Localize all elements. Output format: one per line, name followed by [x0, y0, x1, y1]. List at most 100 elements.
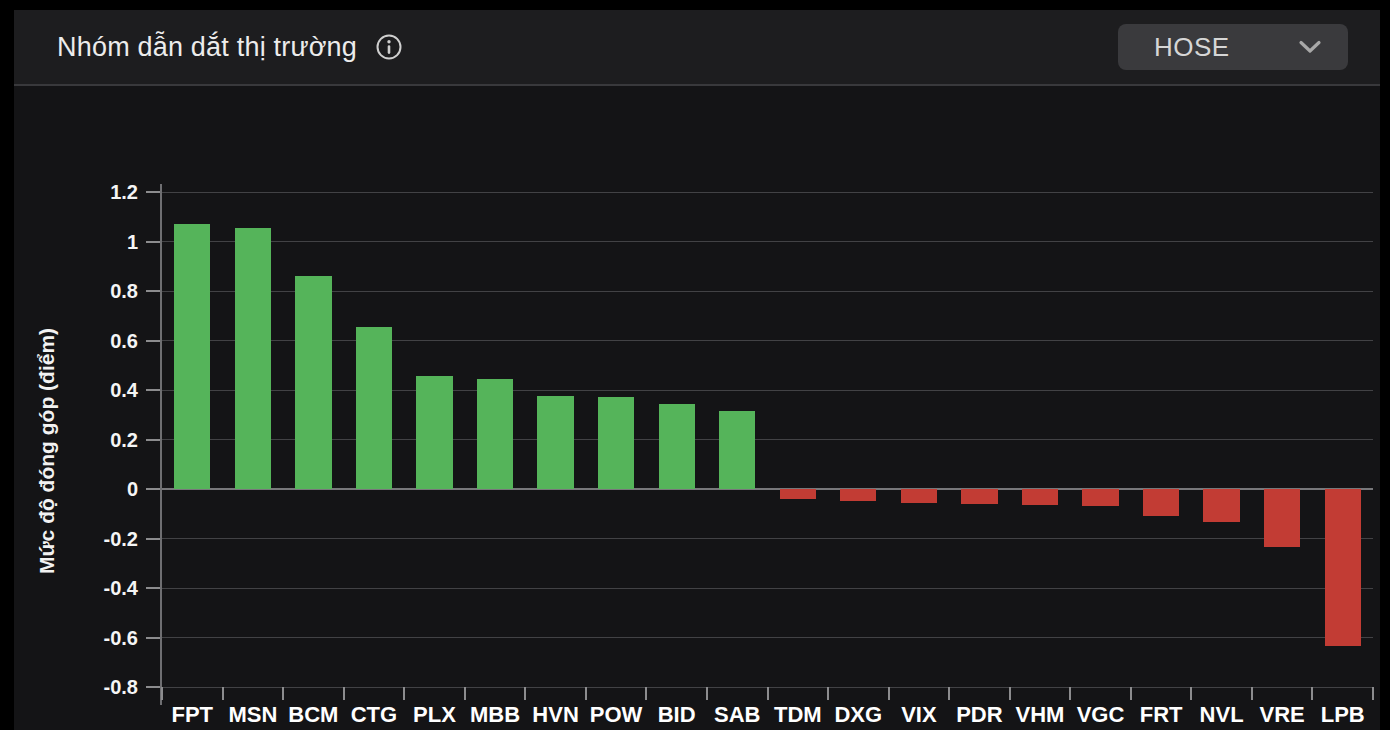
bar-DXG[interactable] [840, 489, 876, 501]
y-axis-line [160, 184, 162, 705]
chevron-down-icon [1298, 40, 1322, 54]
x-label-NVL: NVL [1191, 702, 1252, 728]
x-tick-4 [403, 687, 405, 700]
x-tick-5 [464, 687, 466, 700]
bar-HVN[interactable] [537, 396, 573, 489]
x-label-VHM: VHM [1010, 702, 1071, 728]
y-tick-0 [146, 488, 160, 490]
gridline-0.4 [162, 390, 1373, 391]
contribution-bar-chart: Mức độ đóng góp (điểm) 1.210.80.60.40.20… [14, 86, 1380, 730]
bar-PLX[interactable] [416, 376, 452, 489]
x-tick-0 [161, 687, 163, 700]
x-tick-18 [1251, 687, 1253, 700]
panel-header: Nhóm dẫn dắt thị trường HOSE [14, 10, 1380, 86]
x-tick-9 [706, 687, 708, 700]
y-tick-label-0.8: 0.8 [74, 278, 138, 304]
x-label-FRT: FRT [1131, 702, 1192, 728]
x-label-VIX: VIX [889, 702, 950, 728]
bar-VIX[interactable] [901, 489, 937, 503]
bar-FRT[interactable] [1143, 489, 1179, 516]
x-label-VRE: VRE [1252, 702, 1313, 728]
panel-title: Nhóm dẫn dắt thị trường [57, 32, 357, 63]
x-tick-13 [948, 687, 950, 700]
x-tick-11 [827, 687, 829, 700]
x-tick-2 [282, 687, 284, 700]
y-tick-1.2 [146, 191, 160, 193]
y-tick-label-0.2: 0.2 [74, 427, 138, 453]
y-tick-label--0.6: -0.6 [74, 625, 138, 651]
y-tick-label--0.2: -0.2 [74, 526, 138, 552]
bar-VGC[interactable] [1082, 489, 1118, 506]
x-label-SAB: SAB [707, 702, 768, 728]
bar-PDR[interactable] [961, 489, 997, 504]
y-tick-label-0: 0 [74, 476, 138, 502]
bar-MSN[interactable] [235, 228, 271, 489]
x-label-BCM: BCM [283, 702, 344, 728]
x-tick-14 [1009, 687, 1011, 700]
bar-FPT[interactable] [174, 224, 210, 489]
plot-area: 1.210.80.60.40.20-0.2-0.4-0.6-0.8FPTMSNB… [162, 192, 1373, 687]
x-tick-1 [222, 687, 224, 700]
y-tick-0.4 [146, 389, 160, 391]
x-label-CTG: CTG [344, 702, 405, 728]
x-label-DXG: DXG [828, 702, 889, 728]
bar-SAB[interactable] [719, 411, 755, 489]
bar-VHM[interactable] [1022, 489, 1058, 505]
x-label-FPT: FPT [162, 702, 223, 728]
x-label-MSN: MSN [223, 702, 284, 728]
x-tick-8 [645, 687, 647, 700]
y-tick-label--0.4: -0.4 [74, 575, 138, 601]
x-tick-20 [1372, 687, 1374, 700]
x-tick-12 [888, 687, 890, 700]
y-tick-0.6 [146, 340, 160, 342]
y-tick-0.2 [146, 439, 160, 441]
x-tick-10 [767, 687, 769, 700]
x-tick-19 [1311, 687, 1313, 700]
y-axis-title: Mức độ đóng góp (điểm) [35, 328, 59, 574]
y-tick-label-1.2: 1.2 [74, 179, 138, 205]
x-tick-6 [524, 687, 526, 700]
x-label-MBB: MBB [465, 702, 526, 728]
bar-TDM[interactable] [780, 489, 816, 499]
y-tick--0.8 [146, 686, 160, 688]
x-tick-7 [585, 687, 587, 700]
x-label-HVN: HVN [525, 702, 586, 728]
gridline-1.2 [162, 192, 1373, 193]
exchange-dropdown[interactable]: HOSE [1118, 24, 1348, 70]
x-label-BID: BID [646, 702, 707, 728]
y-tick-label--0.8: -0.8 [74, 674, 138, 700]
y-tick-0.8 [146, 290, 160, 292]
exchange-dropdown-value: HOSE [1154, 32, 1230, 63]
bar-BCM[interactable] [295, 276, 331, 489]
x-label-VGC: VGC [1070, 702, 1131, 728]
gridline--0.4 [162, 588, 1373, 589]
y-tick--0.4 [146, 587, 160, 589]
y-tick-1 [146, 241, 160, 243]
gridline-0 [162, 488, 1373, 490]
gridline-1 [162, 241, 1373, 242]
x-label-PDR: PDR [949, 702, 1010, 728]
info-icon[interactable] [375, 33, 403, 61]
x-tick-16 [1130, 687, 1132, 700]
y-tick--0.2 [146, 538, 160, 540]
y-tick-label-0.6: 0.6 [74, 328, 138, 354]
gridline-0.2 [162, 439, 1373, 440]
bar-POW[interactable] [598, 397, 634, 489]
gridline-0.6 [162, 340, 1373, 341]
bar-BID[interactable] [659, 404, 695, 489]
y-tick-label-1: 1 [74, 229, 138, 255]
y-tick--0.6 [146, 637, 160, 639]
x-tick-17 [1190, 687, 1192, 700]
x-tick-15 [1069, 687, 1071, 700]
bar-VRE[interactable] [1264, 489, 1300, 547]
bar-CTG[interactable] [356, 327, 392, 489]
x-label-TDM: TDM [768, 702, 829, 728]
gridline--0.6 [162, 637, 1373, 638]
bar-NVL[interactable] [1203, 489, 1239, 522]
market-leaders-panel: Nhóm dẫn dắt thị trường HOSE Mức độ đóng… [14, 10, 1380, 730]
bar-LPB[interactable] [1325, 489, 1361, 646]
x-label-POW: POW [586, 702, 647, 728]
x-label-LPB: LPB [1312, 702, 1373, 728]
x-tick-3 [343, 687, 345, 700]
bar-MBB[interactable] [477, 379, 513, 489]
